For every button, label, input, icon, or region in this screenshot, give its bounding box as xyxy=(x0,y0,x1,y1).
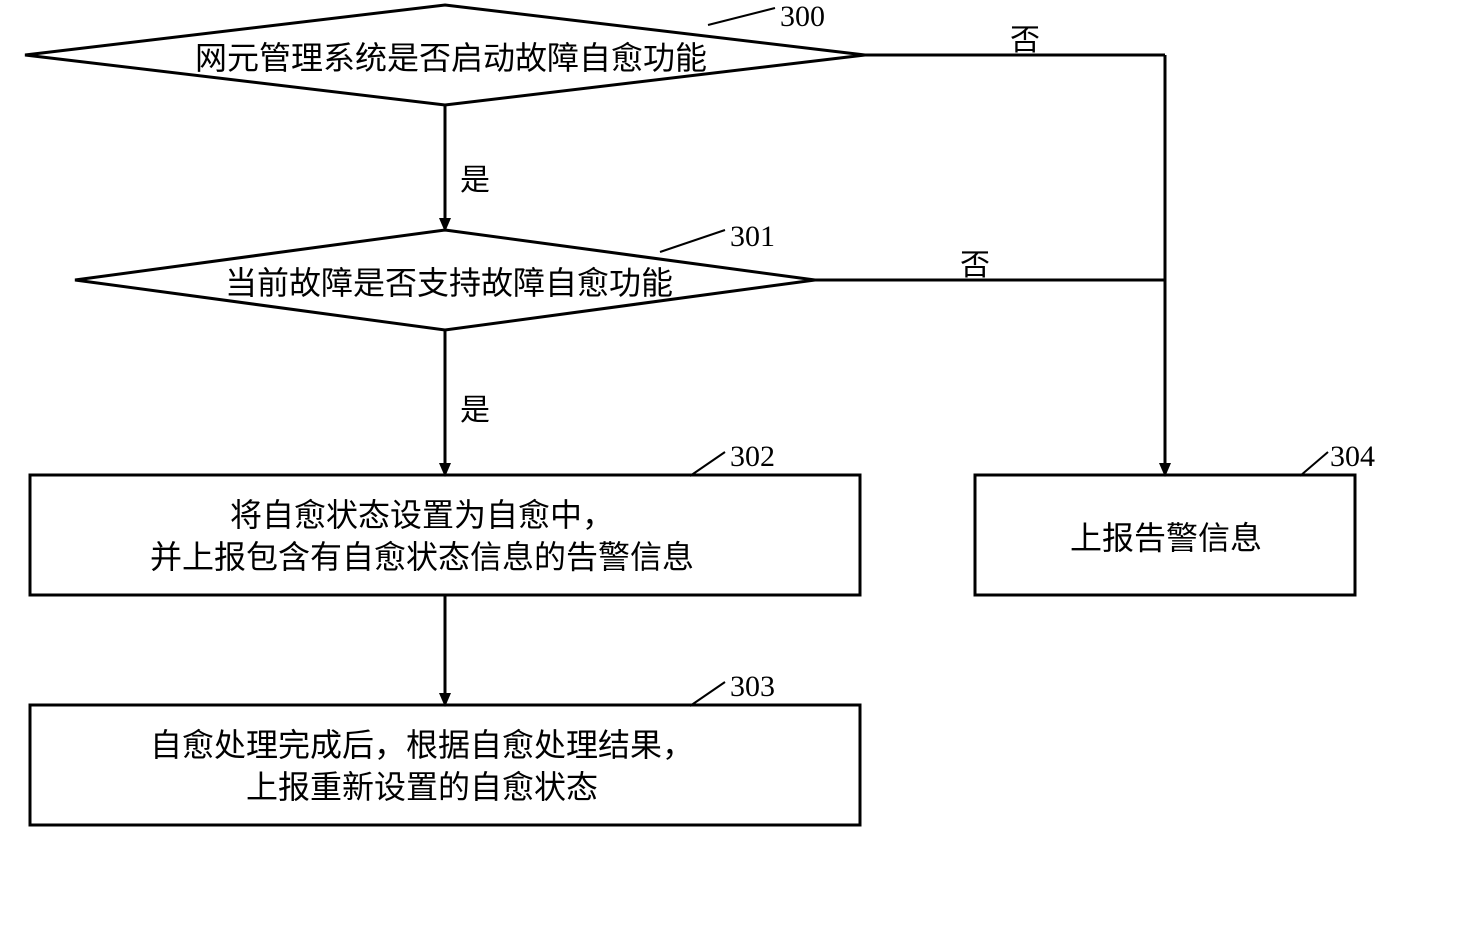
leader-303 xyxy=(690,682,725,706)
leader-300 xyxy=(708,8,775,25)
ref-302: 302 xyxy=(730,440,775,474)
edge-301-no-label: 否 xyxy=(960,240,990,284)
edge-301-302-label: 是 xyxy=(460,385,490,429)
process-302-text: 将自愈状态设置为自愈中， 并上报包含有自愈状态信息的告警信息 xyxy=(150,495,694,578)
leader-304 xyxy=(1300,452,1328,476)
edge-300-301-label: 是 xyxy=(460,155,490,199)
ref-303: 303 xyxy=(730,670,775,704)
ref-301: 301 xyxy=(730,220,775,254)
ref-300: 300 xyxy=(780,0,825,34)
edge-300-no-label: 否 xyxy=(1010,15,1040,59)
decision-300-text: 网元管理系统是否启动故障自愈功能 xyxy=(195,38,707,80)
decision-301-text: 当前故障是否支持故障自愈功能 xyxy=(225,263,673,305)
process-304-text: 上报告警信息 xyxy=(1070,518,1262,560)
leader-301 xyxy=(660,230,725,252)
ref-304: 304 xyxy=(1330,440,1375,474)
process-303-text: 自愈处理完成后，根据自愈处理结果， 上报重新设置的自愈状态 xyxy=(150,725,694,808)
leader-302 xyxy=(690,452,725,476)
